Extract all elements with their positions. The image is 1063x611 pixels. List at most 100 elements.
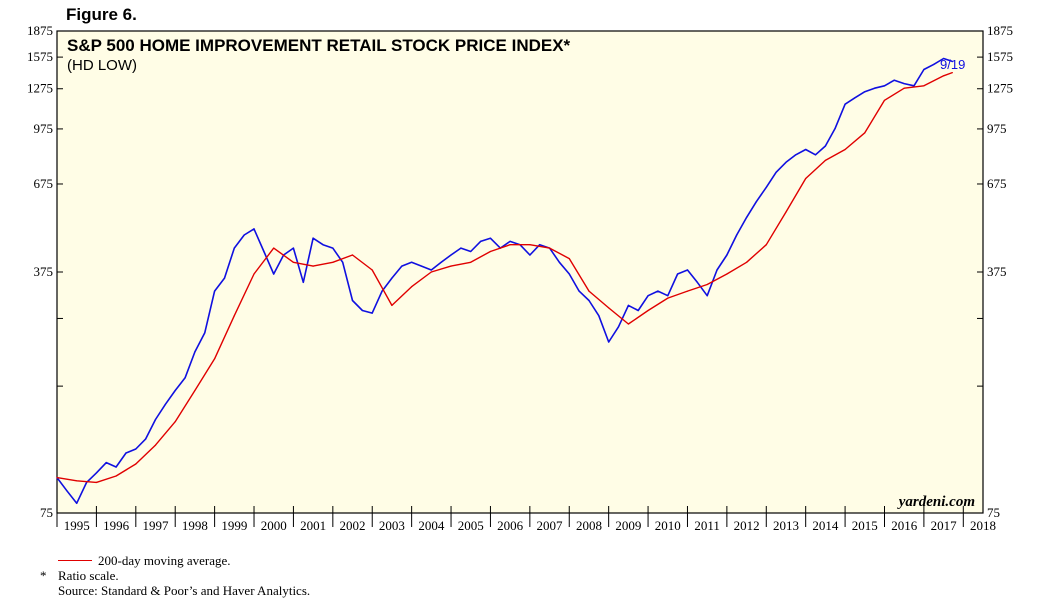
x-tick-label: 2011 [694,518,720,533]
price-point [460,247,462,249]
ma-point [332,261,334,263]
ma-point [608,307,610,309]
price-point [115,466,117,468]
ma-point [627,323,630,325]
ma-point [273,247,275,249]
ma-point [726,273,728,275]
source-note: Source: Standard & Poor’s and Haver Anal… [40,583,310,598]
price-point [903,83,905,85]
price-point [194,351,196,353]
price-point [174,389,176,392]
ma-point [883,99,886,101]
ma-point [174,421,176,423]
ma-point [351,254,354,256]
price-point [746,216,748,218]
figure-label: Figure 6. [66,5,137,24]
price-point [164,403,166,405]
price-point [204,332,206,334]
price-point [923,68,925,71]
ma-point [746,261,748,263]
chart-title: S&P 500 HOME IMPROVEMENT RETAIL STOCK PR… [67,36,571,55]
x-tick-label: 2013 [773,518,799,533]
ma-point [943,75,945,77]
price-point [933,63,935,65]
price-point [371,312,373,314]
y-tick-label-left: 975 [34,121,54,136]
price-point [893,79,895,81]
ma-point [765,244,767,246]
price-point [450,254,452,256]
price-point [263,250,265,253]
y-tick-label-right: 975 [987,121,1007,136]
ma-point [549,247,551,249]
x-tick-label: 2004 [418,518,445,533]
y-tick-label-right: 675 [987,176,1007,191]
ma-point [154,444,157,446]
x-tick-label: 2008 [576,518,602,533]
price-point [243,234,245,236]
ma-point [56,477,58,479]
price-point [686,269,689,271]
ma-point [951,72,953,74]
price-point [795,154,797,156]
y-tick-label-left: 1575 [27,49,53,64]
price-point [785,161,787,163]
ma-point [194,389,196,392]
price-point [716,269,718,271]
price-point [351,299,354,302]
x-tick-label: 2002 [340,518,366,533]
x-tick-label: 1995 [64,518,90,533]
legend-label: 200-day moving average. [98,553,231,568]
price-point [381,290,383,292]
ma-point [903,87,905,89]
legend: 200-day moving average. [40,553,310,568]
price-point [951,60,953,63]
price-point [706,295,708,297]
ma-point [588,290,590,292]
price-point [361,309,363,312]
price-point [214,290,216,292]
ratio-note: * Ratio scale. [40,568,310,583]
price-point [637,309,639,312]
price-point [677,273,679,275]
ratio-note-text: Ratio scale. [58,568,119,583]
ma-point [785,211,787,213]
price-point [135,448,137,450]
price-point [874,87,876,89]
ma-point [489,250,491,253]
price-point [627,304,630,306]
price-point [105,462,107,464]
y-tick-label-left: 675 [34,176,54,191]
x-tick-label: 2005 [458,518,484,533]
ma-point [923,85,925,87]
price-series-line [56,57,953,505]
price-point [292,247,294,249]
price-point [184,377,186,379]
ma-point [864,132,866,134]
x-tick-label: 2003 [379,518,405,533]
legend-swatch-ma [58,560,92,561]
price-point [755,201,758,203]
price-point [558,261,561,263]
ma-point [686,290,689,292]
price-point [145,438,147,440]
watermark: yardeni.com [897,494,975,510]
y-tick-label-left: 1275 [27,81,53,96]
y-tick-label-left: 1875 [27,23,53,38]
price-point [509,240,511,242]
ma-point [450,265,452,267]
price-point [775,171,777,173]
x-tick-label: 1997 [143,518,170,533]
ma-point [667,297,669,299]
ma-point [647,309,649,312]
ma-point [844,148,846,151]
price-point [440,261,442,263]
y-tick-label-right: 1575 [987,49,1013,64]
x-tick-label: 2000 [261,518,287,533]
price-point [588,299,590,302]
ma-point [214,358,216,360]
ma-point [430,271,432,273]
ma-point [529,244,531,246]
price-point [401,265,403,267]
ma-point [135,463,137,465]
